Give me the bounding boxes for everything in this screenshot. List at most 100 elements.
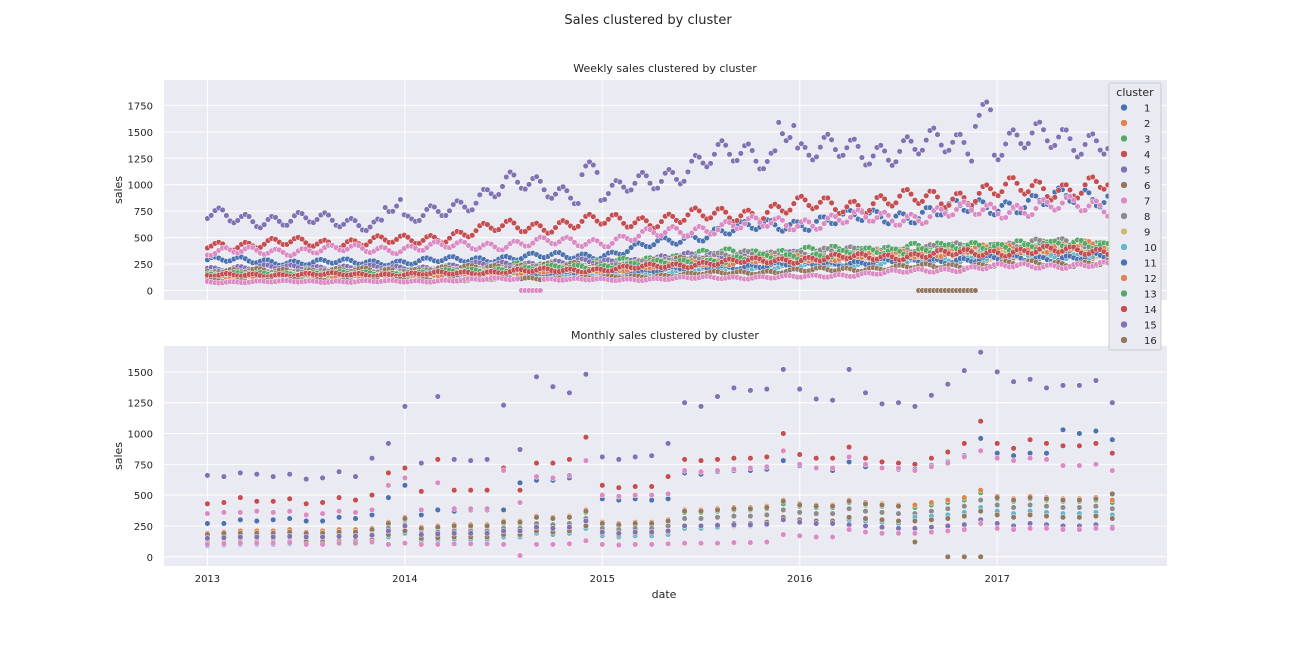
point-cluster-15 [665, 440, 672, 447]
point-cluster-7b [451, 540, 458, 547]
point-cluster-15 [1044, 137, 1051, 144]
point-cluster-4 [220, 499, 227, 506]
point-cluster-7b [566, 540, 573, 547]
point-cluster-4 [998, 188, 1005, 195]
point-cluster-15 [870, 152, 877, 160]
point-cluster-1 [434, 506, 441, 513]
point-cluster-5 [665, 527, 672, 534]
point-cluster-15 [537, 178, 544, 185]
point-cluster-7 [968, 207, 975, 214]
point-cluster-15 [499, 183, 506, 190]
point-cluster-7 [1002, 214, 1009, 221]
point-cluster-7b [780, 531, 787, 538]
point-cluster-8 [961, 503, 968, 510]
point-cluster-7 [605, 243, 612, 250]
point-cluster-8 [697, 515, 705, 522]
point-cluster-4 [714, 456, 721, 463]
point-cluster-7 [741, 220, 748, 227]
point-cluster-7 [1082, 207, 1089, 214]
point-cluster-15 [401, 403, 408, 410]
point-cluster-15 [484, 186, 491, 193]
point-cluster-15 [319, 474, 326, 481]
point-cluster-7 [1032, 205, 1039, 212]
point-cluster-8 [1010, 504, 1017, 511]
point-cluster-6 [829, 503, 836, 510]
point-cluster-7 [878, 464, 886, 472]
point-cluster-4 [367, 238, 374, 245]
legend-marker-3 [1120, 134, 1128, 143]
point-cluster-15 [457, 199, 464, 206]
point-cluster-7 [567, 235, 574, 242]
point-cluster-15 [249, 218, 256, 225]
point-cluster-15 [885, 157, 892, 164]
point-cluster-7 [688, 230, 695, 237]
point-cluster-1 [977, 435, 984, 442]
point-cluster-4 [563, 219, 570, 226]
point-cluster-6 [961, 553, 968, 560]
point-cluster-16 [977, 508, 984, 515]
point-cluster-6 [533, 514, 540, 521]
point-cluster-7 [794, 223, 801, 230]
point-cluster-15 [798, 140, 805, 147]
point-cluster-7 [730, 466, 737, 473]
point-cluster-15 [805, 152, 812, 159]
point-cluster-7 [699, 224, 707, 231]
point-cluster-7b [878, 530, 886, 537]
point-cluster-4 [1025, 188, 1032, 195]
point-cluster-12 [928, 499, 935, 506]
point-cluster-16 [1010, 514, 1017, 521]
monthly-xticks: 2013 2014 2015 2016 2017 [195, 574, 1010, 585]
weekly-title: Weekly sales clustered by cluster [573, 62, 757, 75]
point-cluster-15 [878, 400, 886, 407]
point-cluster-7 [401, 474, 408, 481]
point-cluster-15 [223, 212, 230, 219]
point-cluster-15 [919, 147, 926, 154]
point-cluster-8 [747, 513, 754, 520]
point-cluster-8 [846, 505, 853, 512]
point-cluster-4 [533, 460, 540, 467]
point-cluster-1 [780, 457, 787, 464]
ytick-label: 0 [147, 286, 153, 297]
point-cluster-1 [286, 515, 293, 522]
point-cluster-1 [253, 517, 260, 525]
point-cluster-6 [401, 515, 408, 522]
monthly-ylabel: sales [112, 442, 125, 470]
point-cluster-15 [461, 204, 468, 211]
point-cluster-5 [599, 529, 606, 536]
point-cluster-6 [994, 494, 1001, 501]
point-cluster-4 [824, 194, 831, 202]
point-cluster-4 [851, 198, 858, 205]
point-cluster-15 [911, 146, 918, 153]
point-cluster-15 [843, 144, 850, 151]
point-cluster-5 [780, 516, 787, 523]
legend-marker-2 [1120, 119, 1128, 127]
point-cluster-4 [204, 500, 211, 507]
point-cluster-15 [938, 142, 945, 149]
point-cluster-5 [336, 533, 343, 540]
point-cluster-4 [648, 483, 655, 490]
point-cluster-15 [715, 141, 722, 148]
point-cluster-5 [632, 529, 639, 536]
point-cluster-13 [1082, 240, 1089, 247]
point-cluster-4 [877, 192, 884, 199]
point-cluster-8 [681, 515, 688, 522]
point-cluster-15 [208, 212, 215, 219]
point-cluster-15 [648, 452, 655, 459]
point-cluster-4 [957, 190, 964, 197]
point-cluster-15 [824, 131, 831, 138]
point-cluster-7 [991, 204, 998, 211]
point-cluster-5 [303, 533, 310, 541]
point-cluster-7 [737, 224, 744, 231]
point-cluster-15 [1089, 130, 1096, 138]
point-cluster-7b [537, 287, 544, 294]
point-cluster-15 [1092, 377, 1099, 384]
legend-box [1108, 82, 1162, 351]
point-cluster-15 [566, 389, 573, 396]
point-cluster-7b [467, 540, 474, 547]
point-cluster-1 [319, 517, 326, 525]
point-cluster-8 [944, 505, 951, 512]
point-cluster-4 [862, 455, 869, 462]
point-cluster-7 [1006, 209, 1013, 216]
